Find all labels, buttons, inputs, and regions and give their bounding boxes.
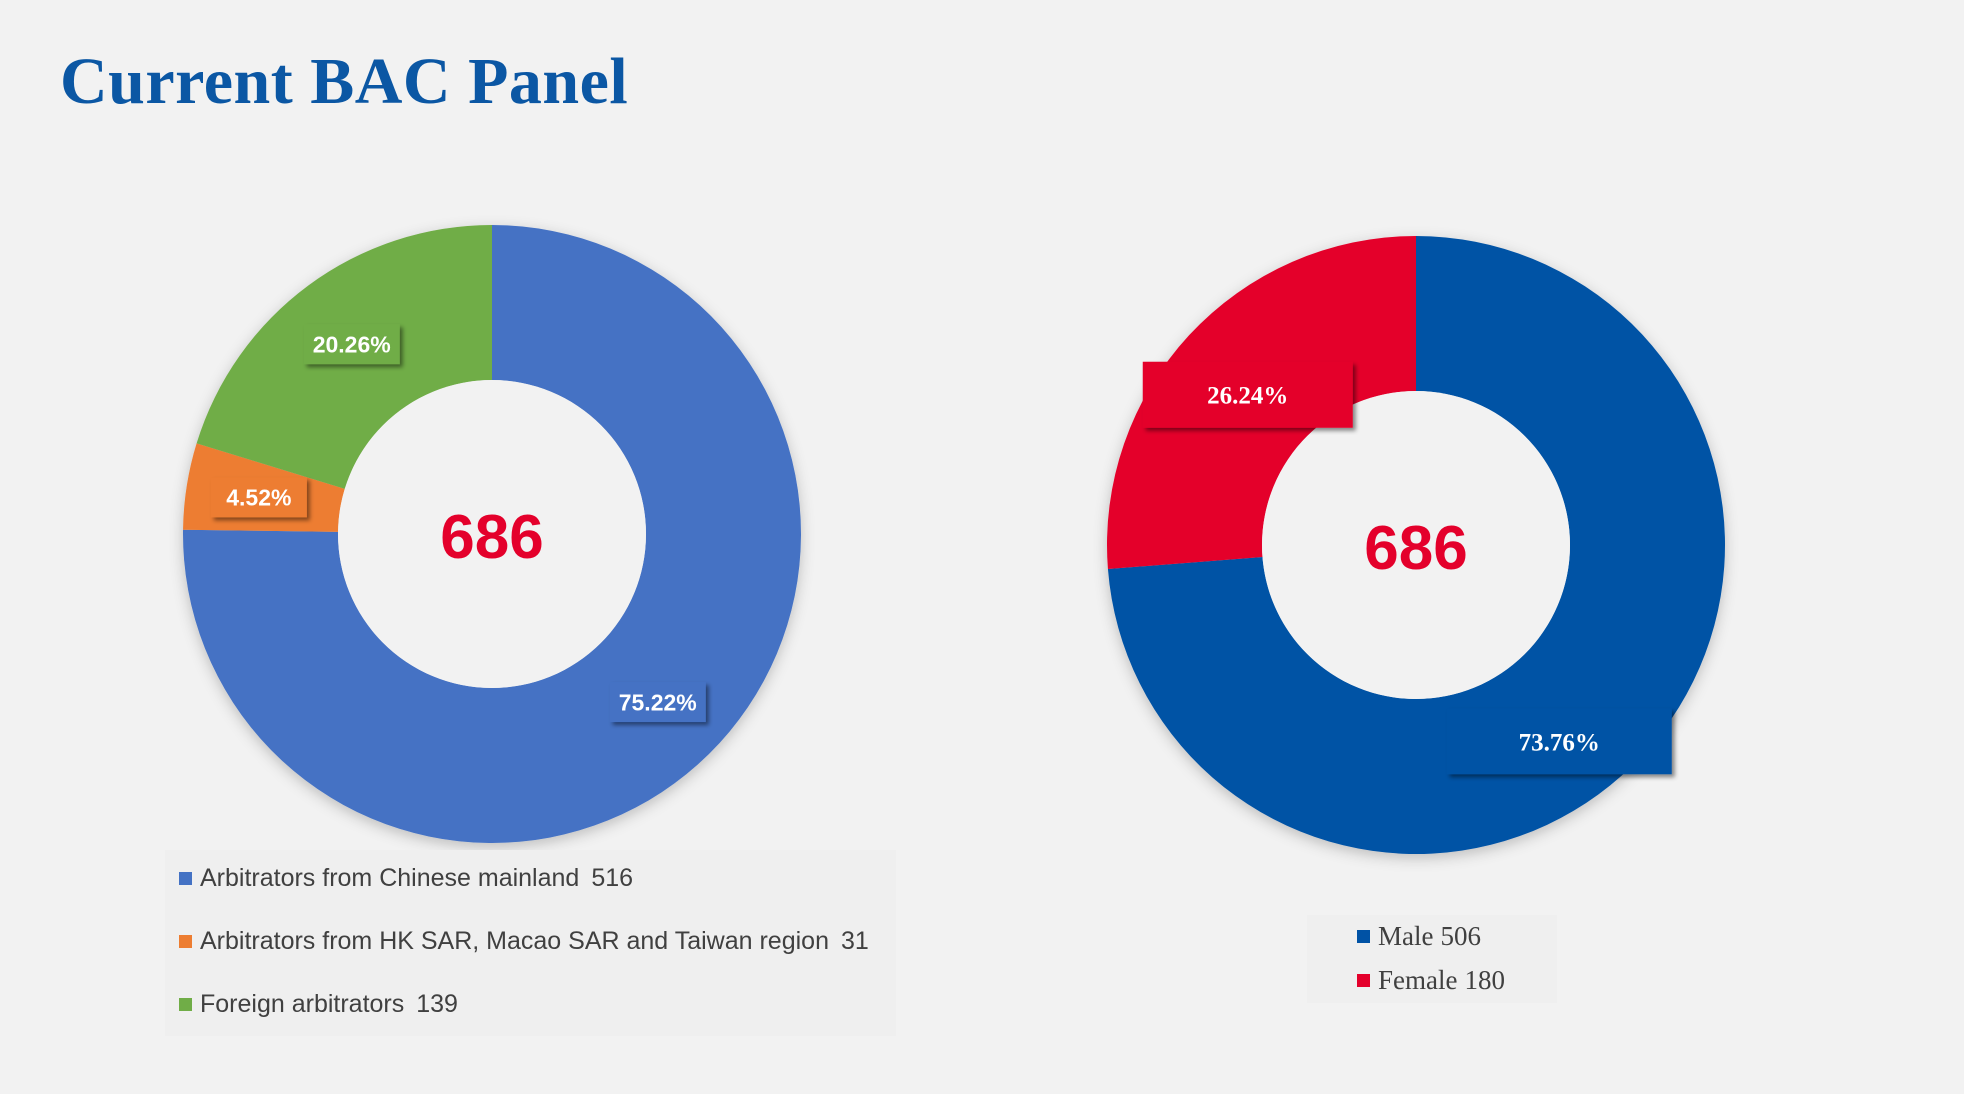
data-label-arbitrators-from-hk-sar-macao-sar-and-taiwan-region: 4.52% (226, 485, 291, 511)
legend-label: Foreign arbitrators (200, 990, 405, 1018)
legend-value: 31 (840, 927, 869, 955)
donut-hole (1262, 391, 1570, 699)
data-label-foreign-arbitrators: 20.26% (313, 332, 391, 358)
gender-legend: Male 506 Female 180 (1307, 915, 1557, 1003)
donut-hole (338, 380, 646, 688)
legend-value: 180 (1464, 965, 1505, 995)
data-label-female: 26.24% (1207, 383, 1288, 410)
legend-label: Arbitrators from Chinese mainland (200, 864, 580, 892)
legend-item-male: Male 506 (1357, 921, 1481, 952)
data-label-male: 73.76% (1519, 729, 1600, 756)
donut-slice-male (1107, 236, 1725, 854)
gender-donut-chart: 686 73.76% 26.24% (1106, 236, 1725, 854)
origin-legend: Arbitrators from Chinese mainland 516 Ar… (165, 850, 896, 1036)
data-label-box (303, 324, 400, 365)
legend-item-hk-macao-taiwan: Arbitrators from HK SAR, Macao SAR and T… (179, 927, 869, 956)
data-label-box (1142, 361, 1353, 428)
data-label-box (1446, 708, 1672, 775)
data-label-box (210, 477, 307, 518)
legend-swatch-mainland (179, 872, 192, 885)
donut-center-total: 686 (1364, 514, 1467, 583)
legend-swatch-foreign (179, 998, 192, 1011)
data-label-box (609, 682, 706, 723)
donut-center-total: 686 (440, 503, 543, 572)
legend-value: 506 (1440, 921, 1481, 951)
legend-swatch-male (1357, 930, 1370, 943)
legend-item-foreign: Foreign arbitrators 139 (179, 990, 458, 1019)
legend-item-mainland: Arbitrators from Chinese mainland 516 (179, 864, 633, 893)
legend-value: 516 (591, 864, 634, 892)
origin-donut-chart: 686 75.22% 4.52% 20.26% (183, 225, 802, 844)
page-title: Current BAC Panel (60, 45, 629, 118)
legend-item-female: Female 180 (1357, 965, 1505, 996)
legend-swatch-hk-macao-taiwan (179, 935, 192, 948)
legend-swatch-female (1357, 974, 1370, 987)
legend-label: Arbitrators from HK SAR, Macao SAR and T… (200, 927, 829, 955)
legend-label: Female (1378, 965, 1458, 995)
data-label-arbitrators-from-chinese-mainland: 75.22% (619, 689, 697, 715)
legend-value: 139 (416, 990, 458, 1018)
legend-label: Male (1378, 921, 1434, 951)
